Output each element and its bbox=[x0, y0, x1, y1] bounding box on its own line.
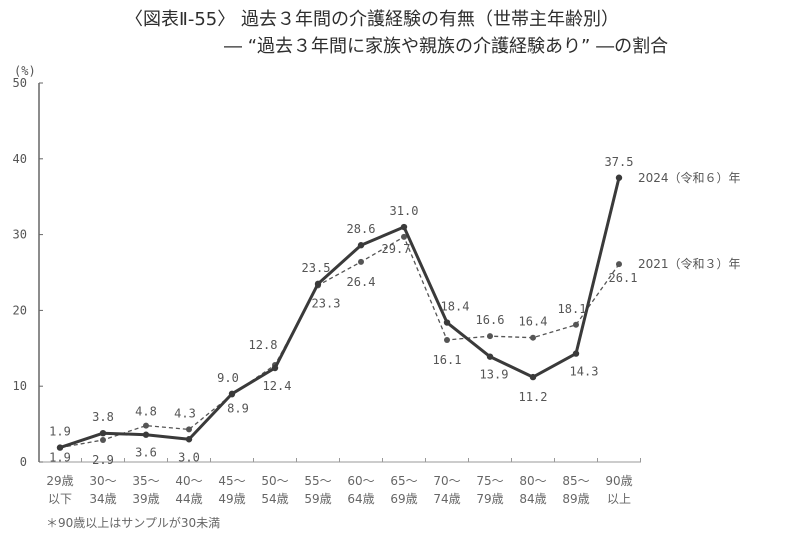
data-value-label: 9.0 bbox=[217, 371, 239, 385]
data-point-marker bbox=[358, 258, 364, 265]
data-value-label: 3.8 bbox=[92, 410, 114, 424]
x-category-label: 以上 bbox=[607, 492, 631, 506]
x-category-label: 85～ bbox=[562, 474, 589, 488]
x-category-label: 74歳 bbox=[433, 492, 460, 506]
data-point-marker bbox=[271, 364, 279, 372]
data-point-marker bbox=[401, 233, 407, 240]
data-point-marker bbox=[573, 321, 579, 328]
data-value-label: 11.2 bbox=[519, 390, 548, 404]
data-point-marker bbox=[486, 353, 494, 360]
x-category-label: 29歳 bbox=[46, 474, 73, 488]
x-category-label: 84歳 bbox=[519, 492, 546, 506]
series-2021-line bbox=[59, 236, 620, 449]
x-category-label: 30～ bbox=[89, 474, 116, 488]
series-2024-line bbox=[59, 177, 621, 450]
x-category-label: 44歳 bbox=[175, 492, 202, 506]
data-point-marker bbox=[56, 444, 64, 451]
data-point-marker bbox=[357, 242, 365, 249]
data-point-marker bbox=[185, 436, 193, 443]
y-tick-label: 10 bbox=[13, 379, 27, 393]
data-value-label: 18.1 bbox=[558, 302, 587, 316]
data-value-label: 28.6 bbox=[347, 222, 376, 236]
x-category-label: 69歳 bbox=[390, 492, 417, 506]
x-category-label: 40～ bbox=[175, 474, 202, 488]
data-value-label: 16.1 bbox=[433, 353, 462, 367]
data-value-label: 16.4 bbox=[519, 315, 548, 329]
data-value-label: 31.0 bbox=[390, 204, 419, 218]
data-value-label: 3.0 bbox=[178, 450, 200, 464]
x-category-label: 49歳 bbox=[218, 492, 245, 506]
data-value-label: 12.4 bbox=[263, 379, 292, 393]
data-value-label: 26.4 bbox=[347, 275, 376, 289]
x-category-label: 59歳 bbox=[304, 492, 331, 506]
x-category-label: 45～ bbox=[218, 474, 245, 488]
data-value-label: 4.3 bbox=[174, 406, 196, 420]
data-value-label: 1.9 bbox=[49, 425, 71, 439]
legend-2024: 2024（令和６）年 bbox=[638, 170, 741, 185]
data-value-label: 23.3 bbox=[312, 296, 341, 310]
data-value-label: 12.8 bbox=[249, 338, 278, 352]
data-point-marker bbox=[143, 422, 149, 429]
x-category-label: 70～ bbox=[433, 474, 460, 488]
data-value-label: 8.9 bbox=[227, 402, 249, 416]
legend-2021: 2021（令和３）年 bbox=[638, 256, 741, 271]
x-category-label: 39歳 bbox=[132, 492, 159, 506]
x-category-label: 54歳 bbox=[261, 492, 288, 506]
data-point-marker bbox=[228, 390, 236, 397]
x-category-label: 34歳 bbox=[89, 492, 116, 506]
x-category-label: 55～ bbox=[304, 474, 331, 488]
x-category-label: 80～ bbox=[519, 474, 546, 488]
x-category-label: 50～ bbox=[261, 474, 288, 488]
y-tick-label: 40 bbox=[13, 152, 27, 166]
chart-title: 〈図表Ⅱ-55〉 過去３年間の介護経験の有無（世帯主年齢別） bbox=[125, 9, 619, 30]
y-tick-label: 20 bbox=[13, 303, 27, 317]
data-value-label: 14.3 bbox=[570, 365, 599, 379]
data-value-label: 2.9 bbox=[92, 453, 114, 467]
data-value-label: 4.8 bbox=[135, 405, 157, 419]
data-value-label: 29.7 bbox=[382, 242, 411, 256]
x-category-label: 60～ bbox=[347, 474, 374, 488]
data-point-marker bbox=[616, 261, 622, 268]
data-point-marker bbox=[400, 223, 408, 231]
data-value-label: 3.6 bbox=[135, 446, 157, 460]
data-point-marker bbox=[572, 350, 580, 357]
data-value-label: 18.4 bbox=[441, 300, 470, 314]
data-point-marker bbox=[100, 437, 106, 444]
data-point-marker bbox=[443, 319, 451, 326]
data-point-marker bbox=[186, 426, 192, 433]
data-value-label: 13.9 bbox=[480, 368, 509, 382]
chart-subtitle: ― “過去３年間に家族や親族の介護経験あり” ―の割合 bbox=[224, 36, 669, 57]
footnote: ＊90歳以上はサンプルが30未満 bbox=[46, 516, 221, 530]
data-point-marker bbox=[615, 174, 623, 181]
chart-legend: 2024（令和６）年 2021（令和３）年 bbox=[638, 170, 741, 271]
x-category-label: 79歳 bbox=[476, 492, 503, 506]
x-category-label: 64歳 bbox=[347, 492, 374, 506]
data-point-marker bbox=[314, 280, 322, 288]
y-tick-label: 50 bbox=[13, 76, 27, 90]
y-tick-label: 0 bbox=[20, 455, 27, 469]
chart-lines bbox=[56, 174, 623, 451]
x-category-label: 35～ bbox=[132, 474, 159, 488]
data-point-marker bbox=[530, 334, 536, 341]
data-point-marker bbox=[487, 333, 493, 340]
x-category-label: 89歳 bbox=[562, 492, 589, 506]
x-category-label: 65～ bbox=[390, 474, 417, 488]
data-value-label: 16.6 bbox=[476, 313, 505, 327]
x-category-label: 90歳 bbox=[605, 474, 632, 488]
y-axis-unit: (%) bbox=[14, 64, 36, 78]
data-point-marker bbox=[529, 373, 537, 381]
chart-value-labels: 1.9 2.9 4.8 4.3 8.9 12.8 23.3 26.4 29.7 16.1 16.6 1… bbox=[49, 155, 637, 467]
x-category-label: 以下 bbox=[48, 492, 72, 506]
data-point-marker bbox=[444, 336, 450, 343]
x-category-label: 75～ bbox=[476, 474, 503, 488]
data-value-label: 26.1 bbox=[609, 271, 638, 285]
data-value-label: 23.5 bbox=[302, 261, 331, 275]
data-point-marker bbox=[99, 429, 107, 437]
data-point-marker bbox=[142, 431, 150, 438]
data-value-label: 37.5 bbox=[605, 155, 634, 169]
y-tick-label: 30 bbox=[13, 228, 27, 242]
data-value-label: 1.9 bbox=[49, 451, 71, 465]
